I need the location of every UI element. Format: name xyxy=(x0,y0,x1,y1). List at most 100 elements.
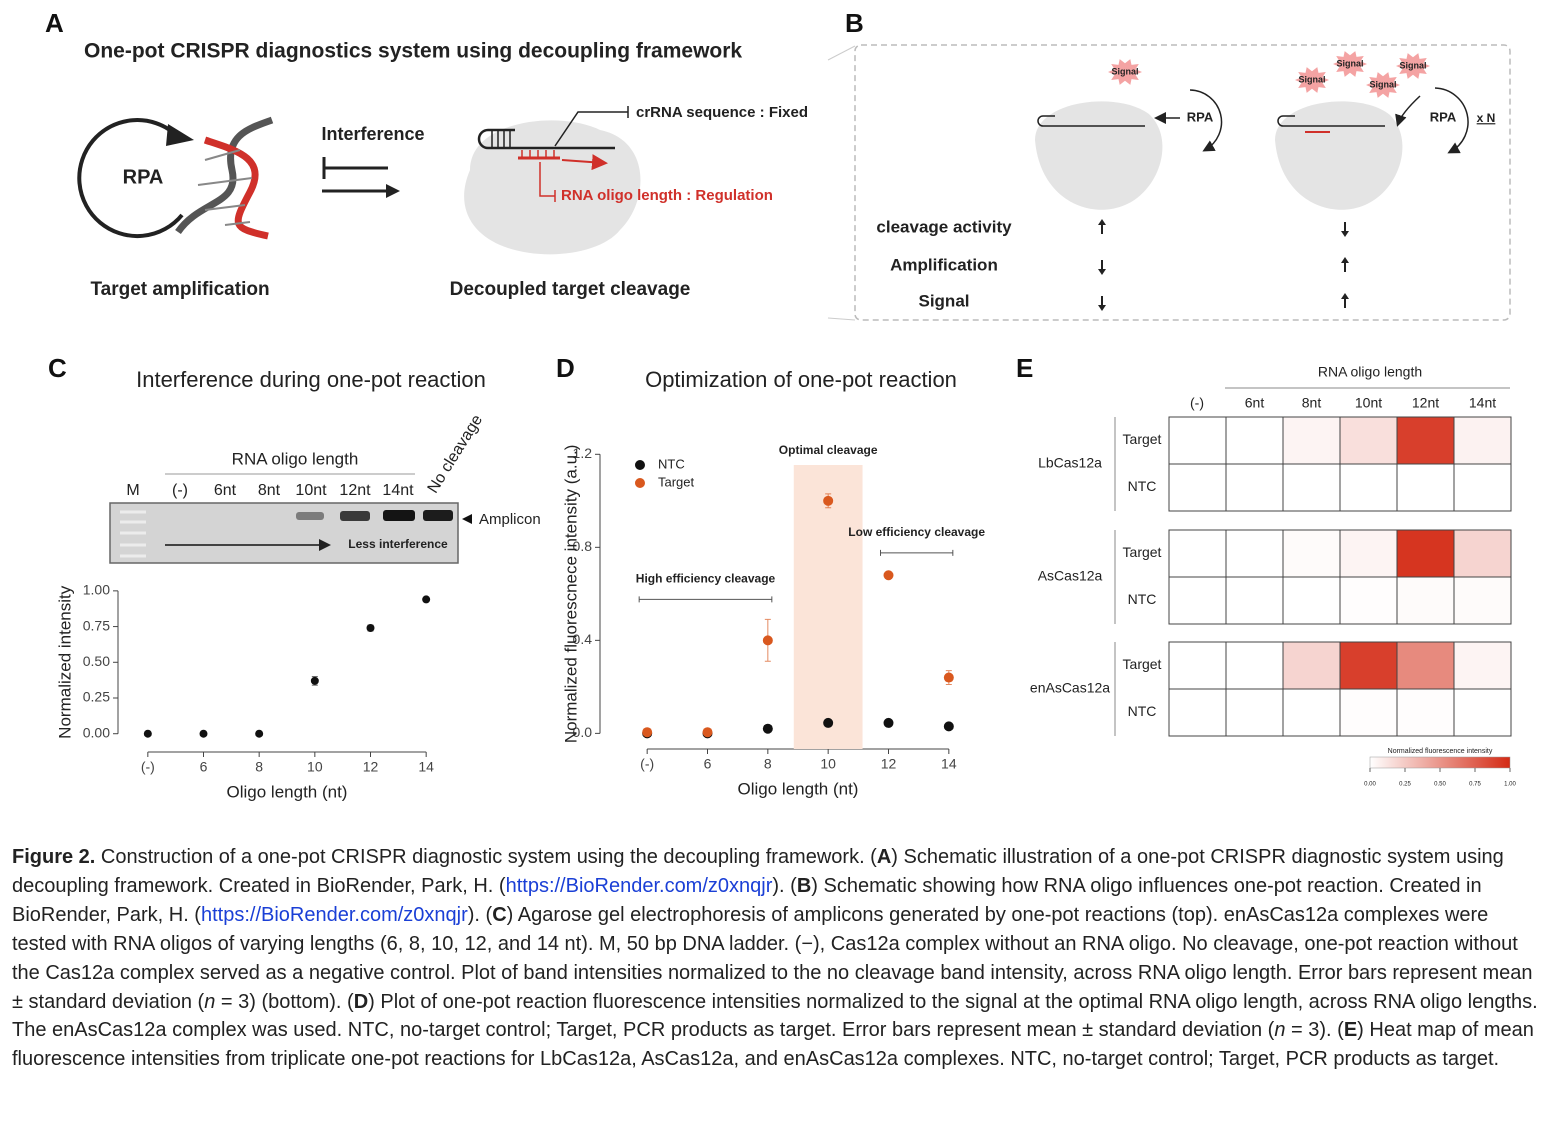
caption-italic: n xyxy=(1274,1019,1286,1042)
column-label: 14nt xyxy=(1469,395,1496,411)
heatmap-cell xyxy=(1339,688,1398,737)
lane-label: 12nt xyxy=(339,482,371,499)
caption-link[interactable]: https://BioRender.com/z0xnqjr xyxy=(505,874,773,897)
lanes-header: RNA oligo length xyxy=(232,449,359,468)
heatmap-cell xyxy=(1168,576,1227,625)
heatmap-cell xyxy=(1225,529,1284,578)
heatmap-cell xyxy=(1396,529,1455,578)
heatmap-cell xyxy=(1453,529,1512,578)
caption-panel: C xyxy=(492,903,507,926)
rpa-output xyxy=(1395,95,1421,127)
figure-caption: Figure 2. Construction of a one-pot CRIS… xyxy=(12,843,1544,1074)
band-label: Amplicon xyxy=(479,511,541,528)
heatmap-cell xyxy=(1225,688,1284,737)
y-tick-label: 0.0 xyxy=(573,724,593,740)
trend-arrowhead xyxy=(1098,269,1106,275)
rpa-cycle-arrow xyxy=(77,118,184,239)
colorbar-tick-label: 0.00 xyxy=(1364,782,1376,788)
data-point xyxy=(702,727,713,738)
x-tick-label: 10 xyxy=(820,756,836,772)
chart-title: Optimization of one-pot reaction xyxy=(645,367,957,392)
multiplier-label: x N xyxy=(1477,111,1496,125)
rpa-label: RPA xyxy=(1187,109,1214,124)
zoom-lines xyxy=(827,45,856,321)
heatmap-cell xyxy=(1168,529,1227,578)
crrna-label: crRNA sequence : Fixed xyxy=(636,104,808,121)
annotation-bracket xyxy=(638,596,773,603)
caption-panel: A xyxy=(876,846,892,868)
column-label: 12nt xyxy=(1412,395,1439,411)
interference-label: Interference xyxy=(321,124,424,144)
legend-label: Target xyxy=(658,474,695,489)
data-point xyxy=(143,729,152,738)
data-point xyxy=(366,624,375,632)
row-label: cleavage activity xyxy=(876,217,1012,236)
oligo-rungs xyxy=(521,150,555,158)
caption-text: ). ( xyxy=(467,903,493,926)
left-caption: Target amplification xyxy=(90,279,269,300)
caption-text: ) Schematic showing how RNA oligo influe… xyxy=(12,874,1482,926)
signal-star xyxy=(1108,59,1142,85)
trend-arrows xyxy=(1098,219,1349,311)
dna-strand xyxy=(203,136,269,240)
caption-text: ). ( xyxy=(772,874,797,897)
arrow-label: Less interference xyxy=(348,537,448,551)
crrna-hairpin xyxy=(477,128,515,150)
panel-label: B xyxy=(845,8,864,38)
column-label: 6nt xyxy=(1245,395,1265,411)
x-tick-label: (-) xyxy=(640,756,654,772)
panel-label: A xyxy=(45,8,64,38)
x-tick-label: 10 xyxy=(307,759,323,775)
caption-text: = 3). ( xyxy=(1285,1019,1344,1042)
data-point xyxy=(883,570,894,581)
crrna xyxy=(1037,115,1145,127)
heatmap-cell xyxy=(1282,576,1341,625)
row-label: Target xyxy=(1123,656,1162,672)
heatmap-cell xyxy=(1168,463,1227,512)
data-point xyxy=(943,672,954,683)
dna-strand xyxy=(175,116,274,235)
signal-label: Signal xyxy=(1336,58,1363,68)
heatmap-cell xyxy=(1282,688,1341,737)
gel-band xyxy=(383,510,415,521)
lane-label: 6nt xyxy=(214,482,237,499)
y-tick-label: 0.50 xyxy=(83,653,110,669)
caption-text: ) Plot of one-pot reaction fluorescence … xyxy=(12,990,1538,1042)
heatmap-cell xyxy=(1282,416,1341,465)
y-axis-title: Normalized intensity xyxy=(55,585,74,739)
heatmap-cell xyxy=(1225,416,1284,465)
heatmap-cell xyxy=(1168,416,1227,465)
x-tick-label: 6 xyxy=(704,756,712,772)
data-point xyxy=(762,723,773,734)
signal-label: Signal xyxy=(1298,74,1325,84)
colorbar-title: Normalized fluorescence intensity xyxy=(1388,748,1493,755)
y-tick-label: 0.75 xyxy=(83,617,110,633)
right-caption: Decoupled target cleavage xyxy=(450,279,691,300)
column-label: 8nt xyxy=(1302,395,1322,411)
x-tick-label: 14 xyxy=(941,756,957,772)
heatmap-cell xyxy=(1225,641,1284,690)
x-tick-label: (-) xyxy=(141,759,155,775)
heatmap-cell xyxy=(1339,641,1398,690)
heatmap-cell xyxy=(1396,688,1455,737)
row-label: NTC xyxy=(1128,703,1157,719)
y-tick-label: 0.00 xyxy=(83,724,110,740)
signal-label: Signal xyxy=(1399,60,1426,70)
y-tick-label: 1.00 xyxy=(83,582,110,598)
data-point xyxy=(762,635,773,646)
x-tick-label: 8 xyxy=(764,756,772,772)
x-tick-label: 8 xyxy=(255,759,263,775)
heatmap-cell xyxy=(1453,463,1512,512)
row-label: Target xyxy=(1123,544,1162,560)
lane-label: (-) xyxy=(172,482,188,499)
y-tick-label: 0.8 xyxy=(573,538,593,554)
panel-label: D xyxy=(556,353,575,383)
group-label: AsCas12a xyxy=(1038,568,1103,584)
data-point xyxy=(883,717,894,728)
heatmap-cell xyxy=(1225,463,1284,512)
data-point xyxy=(199,729,208,738)
caption-link[interactable]: https://BioRender.com/z0xnqjr xyxy=(200,903,468,926)
y-axis-title: Normalized fluorescnece intensity (a.u.) xyxy=(561,445,580,744)
lane-label: 10nt xyxy=(295,482,327,499)
